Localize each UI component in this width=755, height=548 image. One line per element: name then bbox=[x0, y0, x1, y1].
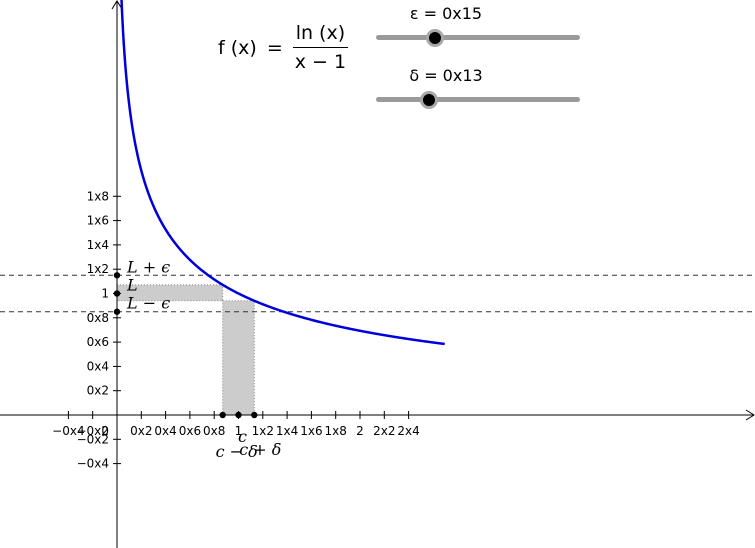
function-curve bbox=[120, 0, 445, 346]
epsilon-slider-label: ε = 0x15 bbox=[409, 4, 483, 23]
delta-slider-label: δ = 0x13 bbox=[409, 66, 483, 85]
y-tick-label: 1x8 bbox=[87, 189, 109, 203]
point-L bbox=[113, 290, 121, 297]
point-c-plus-delta bbox=[251, 411, 258, 419]
label-c-plus-delta: c + δ bbox=[239, 440, 281, 459]
x-tick-label: 0x6 bbox=[179, 424, 201, 438]
y-tick-label: 0x6 bbox=[87, 335, 109, 349]
x-tick-label: 1x8 bbox=[325, 424, 347, 438]
point-L-plus-epsilon bbox=[113, 272, 121, 279]
x-tick-label: 1x6 bbox=[300, 424, 322, 438]
x-tick-label: 0x8 bbox=[203, 424, 225, 438]
x-tick-label: 2x4 bbox=[397, 424, 419, 438]
x-tick-label: 1 bbox=[235, 424, 243, 438]
formula-denominator: x − 1 bbox=[292, 47, 349, 73]
y-range-band bbox=[116, 284, 224, 302]
label-L-plus-epsilon: L + ϵ bbox=[126, 257, 170, 276]
y-tick-label: −0x4 bbox=[77, 457, 109, 471]
y-tick-label: 1x2 bbox=[87, 262, 109, 276]
x-tick-label: 2 bbox=[356, 424, 364, 438]
origin-label: 0 bbox=[101, 424, 109, 438]
label-L: L bbox=[126, 276, 138, 295]
x-tick-label: −0x2 bbox=[76, 424, 108, 438]
x-range-band bbox=[222, 300, 255, 416]
x-tick-label: −0x4 bbox=[52, 424, 84, 438]
y-tick-label: 0x2 bbox=[87, 384, 109, 398]
formula-numerator: ln (x) bbox=[295, 22, 346, 44]
x-tick-label: 0x4 bbox=[154, 424, 176, 438]
x-tick-label: 1x4 bbox=[276, 424, 298, 438]
delta-slider[interactable]: δ = 0x13 bbox=[376, 66, 580, 109]
formula-fraction: ln (x) x − 1 bbox=[292, 22, 349, 73]
x-tick-label: 0x2 bbox=[130, 424, 152, 438]
point-c bbox=[235, 411, 242, 419]
formula-lhs: f (x) bbox=[218, 36, 257, 59]
y-tick-label: 1 bbox=[101, 287, 109, 301]
epsilon-slider[interactable]: ε = 0x15 bbox=[376, 4, 580, 47]
function-definition: f (x) = ln (x) x − 1 bbox=[218, 22, 349, 73]
epsilon-slider-knob[interactable] bbox=[426, 29, 445, 47]
label-c-minus-delta: c − δ bbox=[216, 442, 258, 461]
point-c-minus-delta bbox=[219, 411, 226, 419]
y-tick-label: 0x4 bbox=[87, 359, 109, 373]
y-tick-label: 0x8 bbox=[87, 311, 109, 325]
label-L-minus-epsilon: L − ϵ bbox=[126, 294, 170, 313]
delta-slider-track[interactable] bbox=[376, 97, 580, 102]
x-axis-arrow bbox=[745, 409, 755, 421]
y-tick-label: 1x6 bbox=[87, 214, 109, 228]
x-tick-label: 1x2 bbox=[252, 424, 274, 438]
formula-equals: = bbox=[266, 36, 283, 59]
delta-slider-knob[interactable] bbox=[420, 91, 439, 109]
label-c: c bbox=[238, 427, 247, 446]
epsilon-slider-track[interactable] bbox=[376, 35, 580, 40]
x-tick-label: 2x2 bbox=[373, 424, 395, 438]
point-L-minus-epsilon bbox=[113, 308, 121, 315]
y-tick-label: 1x4 bbox=[87, 238, 109, 252]
y-tick-label: −0x2 bbox=[77, 432, 109, 446]
y-axis-arrow bbox=[111, 0, 123, 10]
